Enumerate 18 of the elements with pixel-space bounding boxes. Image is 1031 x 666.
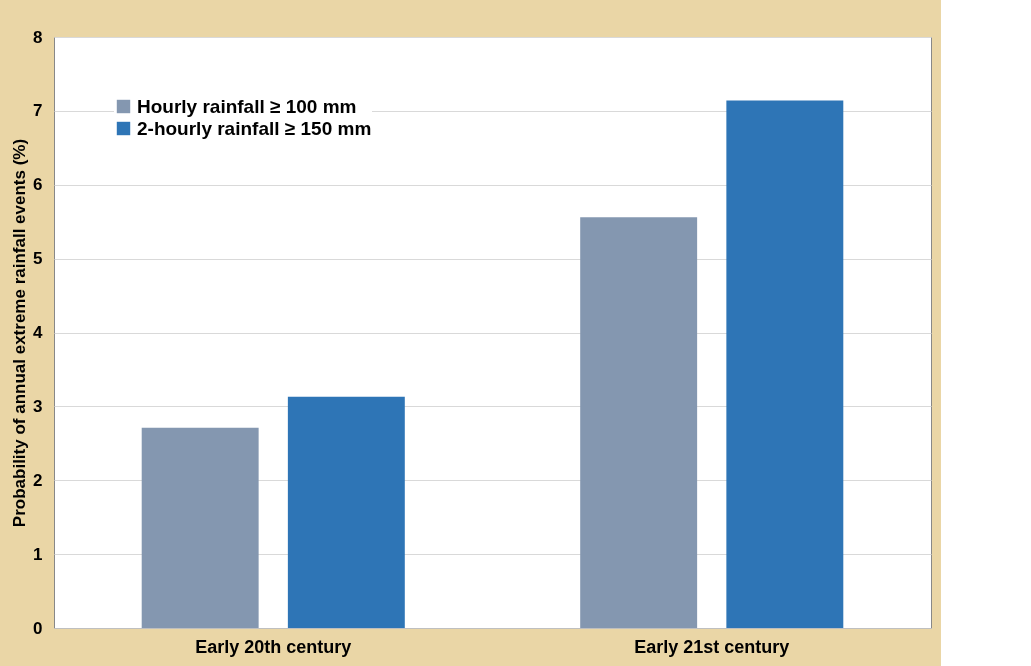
legend-label: Hourly rainfall ≥ 100 mm	[137, 95, 357, 117]
y-tick-label: 5	[33, 249, 43, 269]
bar	[580, 217, 698, 628]
y-tick-label: 6	[33, 175, 43, 195]
y-tick-label: 8	[33, 27, 43, 47]
y-tick-label: 1	[33, 544, 43, 564]
bar	[141, 427, 259, 628]
y-axis-title: Probability of annual extreme rainfall events (%)	[10, 138, 30, 528]
x-tick-label: Early 21st century	[634, 636, 790, 657]
bar	[726, 100, 844, 628]
legend-label: 2-hourly rainfall ≥ 150 mm	[137, 117, 372, 139]
x-tick-label: Early 20th century	[195, 636, 352, 657]
y-tick-label: 3	[33, 396, 43, 416]
bar	[287, 396, 405, 628]
y-tick-label: 4	[33, 323, 44, 342]
y-tick-label: 0	[33, 618, 43, 638]
y-tick-label: 2	[33, 470, 43, 490]
y-tick-label: 7	[33, 101, 43, 121]
